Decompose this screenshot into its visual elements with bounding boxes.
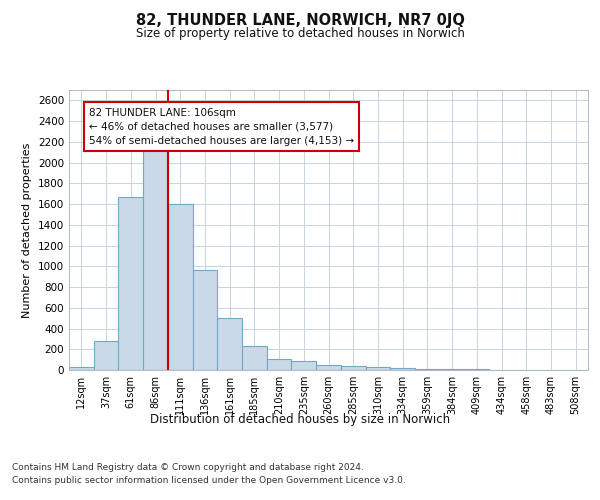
Text: Contains HM Land Registry data © Crown copyright and database right 2024.: Contains HM Land Registry data © Crown c… <box>12 462 364 471</box>
Bar <box>168 204 193 370</box>
Bar <box>193 270 217 370</box>
Bar <box>267 359 292 370</box>
Bar <box>415 369 440 370</box>
Text: 82 THUNDER LANE: 106sqm
← 46% of detached houses are smaller (3,577)
54% of semi: 82 THUNDER LANE: 106sqm ← 46% of detache… <box>89 108 354 146</box>
Bar <box>143 146 168 370</box>
Bar <box>242 346 267 370</box>
Y-axis label: Number of detached properties: Number of detached properties <box>22 142 32 318</box>
Bar <box>217 318 242 370</box>
Bar <box>69 368 94 370</box>
Bar <box>118 197 143 370</box>
Bar <box>341 366 365 370</box>
Text: Contains public sector information licensed under the Open Government Licence v3: Contains public sector information licen… <box>12 476 406 485</box>
Bar <box>365 368 390 370</box>
Bar <box>390 368 415 370</box>
Bar <box>316 366 341 370</box>
Text: Size of property relative to detached houses in Norwich: Size of property relative to detached ho… <box>136 28 464 40</box>
Text: 82, THUNDER LANE, NORWICH, NR7 0JQ: 82, THUNDER LANE, NORWICH, NR7 0JQ <box>136 12 464 28</box>
Bar <box>94 341 118 370</box>
Text: Distribution of detached houses by size in Norwich: Distribution of detached houses by size … <box>150 412 450 426</box>
Bar <box>292 360 316 370</box>
